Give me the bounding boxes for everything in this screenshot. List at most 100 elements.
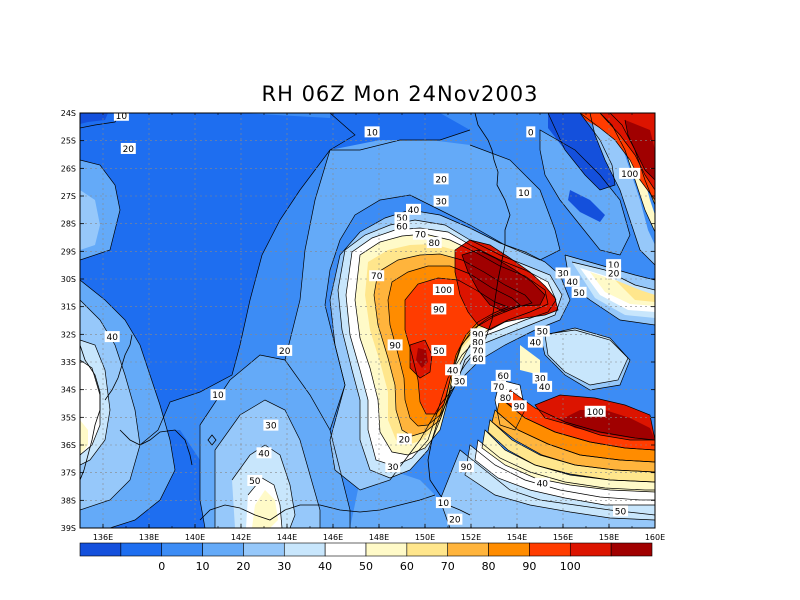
contour-label-text: 90 (433, 305, 445, 315)
filled-contours (80, 113, 655, 528)
contour-label-text: 20 (608, 269, 620, 279)
contour-label: 20 (433, 173, 449, 185)
colorbar-label: 20 (236, 560, 250, 573)
contour-label: 30 (263, 419, 279, 432)
contour-label: 50 (394, 212, 410, 224)
x-tick-label: 152E (461, 533, 481, 542)
contour-label: 50 (247, 474, 263, 487)
contour-label-text: 50 (537, 328, 549, 338)
contour-label: 80 (498, 391, 513, 404)
y-axis: 24S 25S 26S 27S 28S 29S 30S 31S 32S 33S 34S 35S 36S 3… (61, 109, 655, 533)
x-tick-label: 140E (185, 533, 205, 542)
contour-label: 10 (364, 126, 380, 138)
contour-label: 50 (571, 286, 587, 299)
contour-label-bg (364, 126, 380, 138)
y-tick-label: 30S (61, 275, 76, 284)
contour-label-text: 10 (366, 128, 378, 138)
contour-label-bg (412, 228, 428, 240)
contour-label-bg (385, 461, 401, 473)
contour-lines (80, 113, 655, 528)
contour-label: 0 (526, 126, 536, 138)
contour-label-bg (470, 353, 486, 365)
x-tick-label: 144E (277, 533, 297, 542)
y-tick-label: 27S (61, 192, 76, 201)
contour-label: 60 (495, 369, 511, 382)
contour-label-bg (555, 267, 571, 279)
y-tick-label: 36S (61, 441, 76, 450)
contour-label-bg (431, 344, 447, 356)
contour-label-bg (564, 275, 580, 287)
contour-label: 70 (491, 380, 507, 393)
contour-label-text: 10 (116, 112, 128, 122)
contour-label-bg (534, 325, 550, 337)
contour-label-bg (445, 364, 461, 376)
contour-label: 20 (606, 267, 622, 279)
contour-label-bg (396, 433, 412, 445)
contour-label: 10 (606, 259, 622, 271)
contour-label-text: 10 (608, 261, 620, 271)
y-tick-label: 34S (61, 386, 76, 395)
colorbar-label: 50 (359, 560, 373, 573)
contour-label: 40 (564, 275, 580, 288)
contour-label-bg (495, 369, 511, 381)
contour-label-text: 50 (573, 289, 585, 299)
colorbar-swatch (79, 542, 122, 557)
colorbar-label: 30 (277, 560, 291, 573)
map-title: RH 06Z Mon 24Nov2003 (261, 82, 539, 106)
contour-label-bg (527, 336, 543, 348)
x-axis: 136E 138E 140E 142E 144E 146E 148E 150E 152E 154E… (79, 113, 665, 542)
colorbar-swatch (529, 542, 571, 557)
contour-label-text: 20 (123, 145, 135, 155)
contour-label-bg (447, 513, 463, 525)
contour-label-bg (491, 380, 507, 392)
contour-label-bg (534, 477, 550, 489)
contour-label-text: 30 (454, 377, 466, 387)
colorbar-swatch (447, 542, 489, 557)
colorbar-swatch (283, 542, 326, 557)
colorbar: 0 10 20 30 40 50 60 70 80 90 100 (79, 542, 653, 573)
contour-label: 90 (470, 328, 486, 340)
contour-label: 50 (613, 505, 628, 517)
contour-label-text: 100 (435, 286, 452, 296)
y-tick-label: 39S (61, 524, 76, 533)
contour-label-text: 40 (530, 339, 542, 349)
contour-label-bg (584, 405, 606, 417)
contour-label-bg (532, 372, 548, 384)
contour-label: 10 (113, 109, 129, 122)
contour-label-text: 40 (408, 206, 420, 216)
colorbar-label: 70 (441, 560, 455, 573)
contour-label-text: 40 (258, 449, 270, 459)
contour-label-text: 20 (399, 435, 411, 445)
contour-label-bg (537, 380, 553, 392)
contour-label: 90 (387, 339, 403, 351)
contour-label: 10 (435, 497, 451, 509)
contour-label: 40 (534, 477, 550, 490)
contour-label: 70 (369, 270, 385, 282)
contour-label-text: 90 (389, 341, 401, 351)
colorbar-label: 80 (482, 560, 496, 573)
contour-label: 100 (584, 405, 606, 418)
coastline (80, 113, 511, 521)
contour-label-text: 30 (265, 422, 277, 432)
contour-label: 90 (511, 400, 527, 412)
colorbar-label: 90 (522, 560, 536, 573)
contour-label: 40 (406, 203, 421, 216)
contour-label-text: 80 (500, 394, 512, 404)
contour-label: 20 (396, 433, 412, 445)
contour-label: 30 (385, 461, 401, 473)
contour-label: 10 (210, 389, 226, 401)
contour-label-text: 30 (557, 269, 569, 279)
y-tick-label: 38S (61, 496, 76, 505)
x-tick-label: 148E (369, 533, 389, 542)
y-tick-label: 33S (61, 358, 76, 367)
contour-label: 40 (445, 364, 461, 376)
contour-label-text: 60 (396, 222, 408, 232)
colorbar-swatch (365, 542, 408, 557)
contour-label-text: 40 (537, 480, 549, 490)
contour-label-bg (247, 474, 263, 486)
x-tick-label: 146E (323, 533, 343, 542)
contour-label: 90 (431, 303, 447, 315)
contour-label: 50 (431, 344, 447, 357)
x-tick-label: 154E (507, 533, 527, 542)
